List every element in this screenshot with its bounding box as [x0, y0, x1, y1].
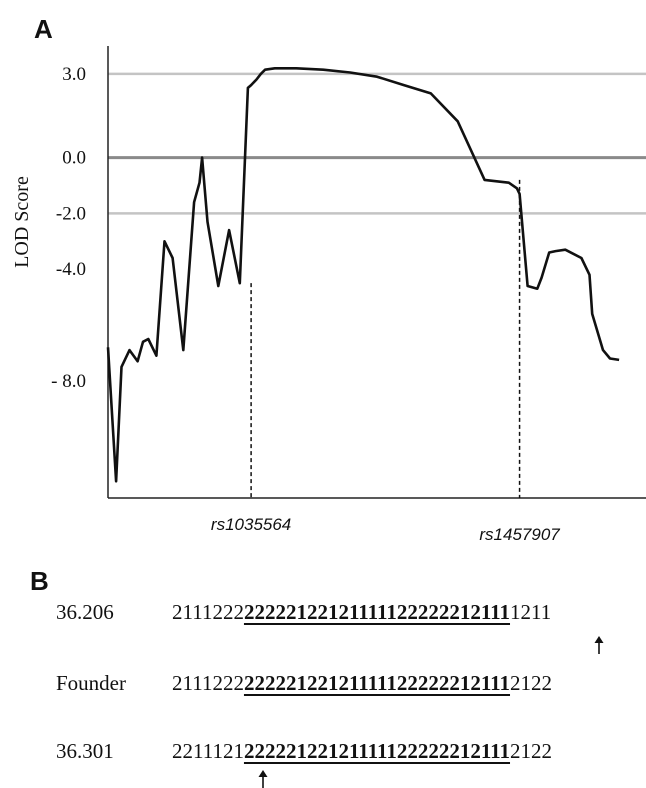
- haplotype-sequence: 2211121222221221211111222222121112122: [172, 739, 552, 764]
- lod-score-line: [106, 67, 620, 483]
- marker-group: rs1035564 rs1457907: [211, 179, 560, 544]
- haplotype-row-founder: Founder 21112222222212212111112222221211…: [0, 671, 646, 701]
- y-tick-label: 0.0: [62, 148, 86, 169]
- y-tick-labels: 3.0 0.0 -2.0 -4.0 - 8.0: [51, 64, 86, 392]
- haplotype-name: 36.206: [56, 600, 114, 624]
- marker-label: rs1035564: [211, 515, 291, 534]
- breakpoint-arrow-left: [258, 770, 268, 788]
- haplotype-suffix: 1211: [510, 600, 552, 624]
- y-tick-label: -4.0: [56, 259, 86, 280]
- haplotype-row-36-301: 36.301 221112122222122121111122222212111…: [0, 739, 646, 769]
- haplotype-sequence: 2111222222221221211111222222121111211: [172, 600, 551, 625]
- panel-b-letter: B: [30, 566, 49, 596]
- haplotype-suffix: 2122: [510, 671, 553, 695]
- haplotype-core: 22222122121111122222212111: [243, 600, 511, 624]
- panel-a-letter: A: [34, 14, 53, 44]
- haplotype-sequence: 2111222222221221211111222222121112122: [172, 671, 552, 696]
- haplotype-core: 22222122121111122222212111: [243, 739, 511, 763]
- haplotype-prefix: 2111222: [172, 600, 244, 624]
- axes: [107, 46, 646, 499]
- haplotype-core: 22222122121111122222212111: [243, 671, 511, 695]
- haplotype-prefix: 2211121: [172, 739, 244, 763]
- gridlines: [108, 72, 646, 215]
- lod-score-chart: 3.00.0-2.0-4.0- 8.0 LOD Score rs1035564r…: [11, 46, 646, 544]
- y-axis-label: LOD Score: [11, 176, 33, 268]
- haplotype-name: Founder: [56, 671, 126, 695]
- marker-label: rs1457907: [479, 525, 560, 544]
- y-tick-label: - 8.0: [51, 371, 86, 392]
- breakpoint-arrow-right: [594, 636, 604, 654]
- haplotype-name: 36.301: [56, 739, 114, 763]
- haplotype-row-36-206: 36.206 211122222222122121111122222212111…: [0, 600, 646, 630]
- haplotype-prefix: 2111222: [172, 671, 244, 695]
- y-tick-label: 3.0: [62, 64, 86, 85]
- y-tick-label: -2.0: [56, 203, 86, 224]
- haplotype-suffix: 2122: [510, 739, 553, 763]
